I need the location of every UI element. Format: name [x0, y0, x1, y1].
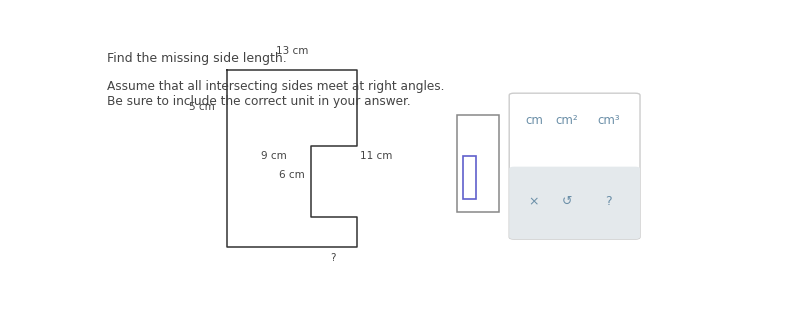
Text: ?: ?: [605, 195, 612, 208]
Text: ↺: ↺: [562, 195, 572, 208]
Text: ×: ×: [529, 195, 539, 208]
Text: 6 cm: 6 cm: [279, 170, 305, 180]
Text: cm²: cm²: [555, 114, 578, 127]
FancyBboxPatch shape: [510, 167, 640, 239]
FancyBboxPatch shape: [510, 93, 640, 239]
Text: 13 cm: 13 cm: [276, 46, 308, 56]
Text: cm: cm: [525, 114, 543, 127]
Text: cm³: cm³: [597, 114, 620, 127]
Text: 11 cm: 11 cm: [360, 151, 393, 161]
Text: Find the missing side length.: Find the missing side length.: [107, 52, 287, 65]
Text: Assume that all intersecting sides meet at right angles.
Be sure to include the : Assume that all intersecting sides meet …: [107, 80, 445, 108]
Text: 9 cm: 9 cm: [261, 151, 286, 161]
Text: 5 cm: 5 cm: [189, 102, 214, 112]
FancyBboxPatch shape: [457, 115, 498, 212]
FancyBboxPatch shape: [462, 156, 476, 199]
Text: ?: ?: [330, 253, 336, 263]
